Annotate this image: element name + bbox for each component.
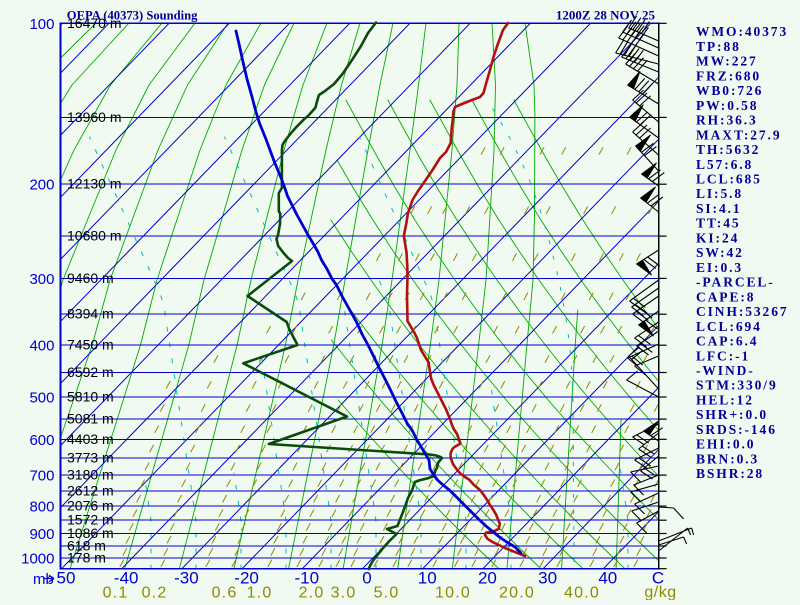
svg-text:40.0: 40.0 (564, 585, 600, 601)
svg-text:9460 m: 9460 m (67, 270, 114, 286)
svg-text:TH:5632: TH:5632 (696, 142, 760, 157)
svg-text:300: 300 (29, 271, 54, 288)
svg-text:CAP:6.4: CAP:6.4 (696, 334, 758, 349)
svg-text:WB0:726: WB0:726 (696, 83, 763, 98)
svg-text:-30: -30 (174, 569, 199, 588)
svg-text:16470 m: 16470 m (67, 15, 121, 31)
svg-text:-PARCEL-: -PARCEL- (696, 275, 775, 290)
svg-text:800: 800 (29, 499, 54, 516)
svg-text:600: 600 (29, 432, 54, 449)
svg-text:3.0: 3.0 (331, 585, 357, 601)
svg-text:13960 m: 13960 m (67, 109, 121, 125)
svg-text:3180 m: 3180 m (67, 467, 114, 483)
svg-text:5081 m: 5081 m (67, 411, 114, 427)
svg-text:EI:0.3: EI:0.3 (696, 260, 743, 275)
svg-text:700: 700 (29, 468, 54, 485)
svg-text:400: 400 (29, 338, 54, 355)
svg-text:30: 30 (538, 569, 557, 588)
svg-text:12130 m: 12130 m (67, 176, 121, 192)
svg-text:g/kg: g/kg (644, 584, 676, 600)
svg-text:RH:36.3: RH:36.3 (696, 113, 758, 128)
svg-text:2612 m: 2612 m (67, 483, 114, 499)
svg-text:50: 50 (57, 569, 76, 588)
svg-text:-WIND-: -WIND- (696, 363, 755, 378)
svg-text:1.0: 1.0 (247, 585, 273, 601)
svg-text:LCL:694: LCL:694 (696, 319, 762, 334)
svg-text:LCL:685: LCL:685 (696, 172, 762, 187)
svg-text:8394 m: 8394 m (67, 306, 114, 322)
svg-text:4403 m: 4403 m (67, 431, 114, 447)
svg-text:2.0: 2.0 (299, 585, 325, 601)
svg-text:BRN:0.3: BRN:0.3 (696, 451, 759, 466)
svg-text:0.1: 0.1 (103, 585, 129, 601)
svg-text:LFC:-1: LFC:-1 (696, 348, 750, 363)
svg-text:0.6: 0.6 (212, 585, 238, 601)
svg-text:MW:227: MW:227 (696, 54, 758, 69)
svg-text:0: 0 (362, 569, 371, 588)
svg-text:FRZ:680: FRZ:680 (696, 68, 761, 83)
svg-text:CAPE:8: CAPE:8 (696, 289, 755, 304)
svg-text:10680 m: 10680 m (67, 228, 121, 244)
svg-text:10.0: 10.0 (435, 585, 471, 601)
svg-text:1200Z 28 NOV 25: 1200Z 28 NOV 25 (556, 8, 656, 23)
svg-text:10: 10 (418, 569, 437, 588)
svg-text:SI:4.1: SI:4.1 (696, 201, 742, 216)
svg-text:mb: mb (33, 571, 54, 588)
svg-text:STM:330/9: STM:330/9 (696, 378, 778, 393)
svg-text:500: 500 (29, 390, 54, 407)
svg-text:0.2: 0.2 (142, 585, 168, 601)
svg-text:SRDS:-146: SRDS:-146 (696, 422, 777, 437)
svg-text:SHR+:0.0: SHR+:0.0 (696, 407, 768, 422)
svg-text:KI:24: KI:24 (696, 230, 739, 245)
svg-text:6592 m: 6592 m (67, 364, 114, 380)
svg-text:LI:5.8: LI:5.8 (696, 186, 743, 201)
svg-text:5810 m: 5810 m (67, 389, 114, 405)
svg-text:100: 100 (29, 16, 54, 33)
svg-text:PW:0.58: PW:0.58 (696, 98, 758, 113)
svg-text:L57:6.8: L57:6.8 (696, 157, 753, 172)
svg-text:TP:88: TP:88 (696, 39, 741, 54)
svg-text:200: 200 (29, 177, 54, 194)
svg-text:20: 20 (478, 569, 497, 588)
svg-text:EHI:0.0: EHI:0.0 (696, 437, 755, 452)
svg-text:WMO:40373: WMO:40373 (696, 24, 788, 39)
svg-text:BSHR:28: BSHR:28 (696, 466, 764, 481)
svg-text:TT:45: TT:45 (696, 216, 741, 231)
svg-text:1000: 1000 (21, 551, 54, 568)
svg-text:MAXT:27.9: MAXT:27.9 (696, 127, 781, 142)
svg-text:900: 900 (29, 526, 54, 543)
svg-text:HEL:12: HEL:12 (696, 392, 754, 407)
svg-text:178 m: 178 m (67, 550, 106, 566)
svg-text:7450 m: 7450 m (67, 337, 114, 353)
svg-text:3773 m: 3773 m (67, 449, 114, 465)
svg-text:20.0: 20.0 (499, 585, 535, 601)
svg-text:SW:42: SW:42 (696, 245, 744, 260)
svg-text:CINH:53267: CINH:53267 (696, 304, 789, 319)
svg-text:5.0: 5.0 (374, 585, 400, 601)
svg-text:40: 40 (598, 569, 617, 588)
